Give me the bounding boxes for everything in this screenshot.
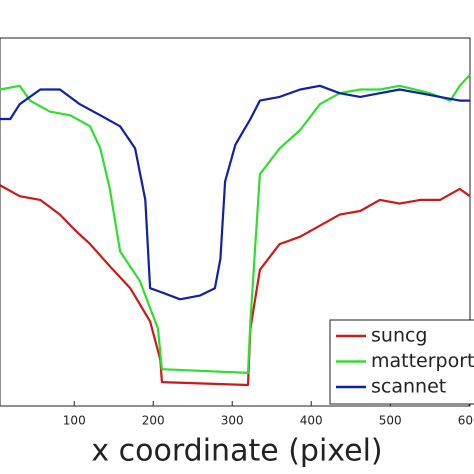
plot-frame: [0, 37, 471, 407]
legend-label: matterport: [371, 350, 474, 372]
x-tick-label: 100: [63, 414, 86, 428]
legend: suncg matterport scannet: [329, 319, 474, 405]
line-series: [0, 74, 471, 374]
x-tick-label: 200: [142, 414, 165, 428]
x-tick-label: 600: [458, 414, 474, 428]
x-axis-label: x coordinate (pixel): [91, 434, 382, 469]
legend-label: suncg: [371, 325, 428, 347]
legend-label: scannet: [371, 376, 446, 398]
line-series: [0, 84, 470, 301]
x-tick-label: 400: [300, 414, 323, 428]
x-tick-label: 500: [379, 414, 402, 428]
x-tick-label: 300: [221, 414, 244, 428]
